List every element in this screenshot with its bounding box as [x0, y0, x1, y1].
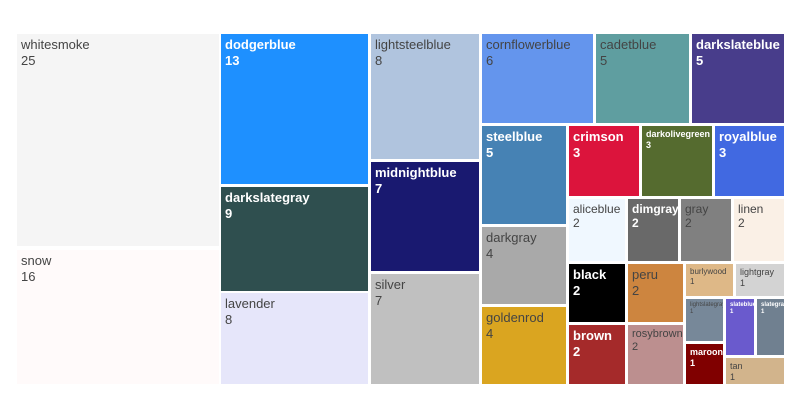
tile-label: whitesmoke	[21, 37, 90, 52]
tile-value: 1	[690, 357, 696, 368]
tile-label: maroon	[690, 347, 723, 357]
tile-label: dodgerblue	[225, 37, 296, 52]
tile-label: cadetblue	[600, 37, 657, 52]
tile-value: 4	[486, 245, 494, 261]
treemap-tile-darkolivegreen[interactable]: darkolivegreen 3	[642, 126, 712, 196]
tile-value: 3	[573, 144, 581, 160]
tile-label: burlywood	[690, 267, 727, 276]
tile-value: 1	[690, 309, 694, 316]
tile-label: royalblue	[719, 129, 777, 144]
treemap-tile-midnightblue[interactable]: midnightblue 7	[371, 162, 479, 271]
treemap-tile-darkslategray[interactable]: darkslategray 9	[221, 187, 368, 291]
tile-label: darkslategray	[225, 190, 310, 205]
tile-value: 7	[375, 292, 383, 308]
tile-value: 5	[600, 52, 608, 68]
tile-label: lightgray	[740, 267, 775, 277]
tile-value: 2	[573, 216, 580, 231]
tile-value: 1	[690, 276, 695, 286]
tile-value: 7	[375, 180, 383, 196]
tile-value: 2	[573, 282, 581, 298]
tile-value: 1	[730, 309, 734, 316]
tile-label: lavender	[225, 296, 275, 311]
treemap-tile-royalblue[interactable]: royalblue 3	[715, 126, 784, 196]
treemap-tile-gray[interactable]: gray 2	[681, 199, 731, 261]
treemap-tile-whitesmoke[interactable]: whitesmoke 25	[17, 34, 219, 246]
treemap-tile-lightgray[interactable]: lightgray 1	[736, 264, 784, 296]
tile-label: dimgray	[632, 202, 678, 216]
treemap-tile-black[interactable]: black 2	[569, 264, 625, 322]
tile-value: 6	[486, 52, 494, 68]
tile-label: darkolivegreen	[646, 129, 711, 139]
tile-label: slategray	[761, 302, 784, 308]
treemap-tile-silver[interactable]: silver 7	[371, 274, 479, 384]
tile-label: tan	[730, 361, 743, 371]
treemap-tile-goldenrod[interactable]: goldenrod 4	[482, 307, 566, 384]
treemap-tile-maroon[interactable]: maroon 1	[686, 344, 723, 384]
tile-value: 3	[719, 144, 727, 160]
treemap-tile-darkgray[interactable]: darkgray 4	[482, 227, 566, 304]
treemap-tile-linen[interactable]: linen 2	[734, 199, 784, 261]
tile-label: darkgray	[486, 230, 537, 245]
tile-value: 1	[740, 277, 746, 288]
treemap-tile-slateblue[interactable]: slateblue 1	[726, 299, 754, 355]
tile-value: 2	[632, 282, 640, 298]
tile-value: 9	[225, 205, 233, 221]
tile-value: 2	[685, 216, 692, 231]
tile-value: 2	[632, 341, 639, 354]
tile-label: midnightblue	[375, 165, 457, 180]
treemap-tile-brown[interactable]: brown 2	[569, 325, 625, 384]
treemap-tile-aliceblue[interactable]: aliceblue 2	[569, 199, 625, 261]
tile-value: 3	[646, 139, 652, 150]
tile-label: goldenrod	[486, 310, 544, 325]
tile-value: 4	[486, 325, 494, 341]
tile-value: 2	[632, 216, 639, 231]
tile-label: aliceblue	[573, 202, 621, 216]
tile-value: 5	[486, 144, 494, 160]
treemap-tile-lightslategray[interactable]: lightslategray 1	[686, 299, 723, 341]
tile-label: linen	[738, 202, 764, 216]
tile-value: 5	[696, 52, 704, 68]
treemap-tile-cornflowerblue[interactable]: cornflowerblue 6	[482, 34, 593, 123]
treemap-tile-crimson[interactable]: crimson 3	[569, 126, 639, 196]
treemap-tile-rosybrown[interactable]: rosybrown 2	[628, 325, 683, 384]
tile-value: 13	[225, 52, 240, 68]
tile-label: black	[573, 267, 607, 282]
tile-label: steelblue	[486, 129, 543, 144]
tile-value: 2	[738, 216, 745, 231]
tile-label: peru	[632, 267, 659, 282]
tile-value: 25	[21, 52, 36, 68]
treemap-tile-dimgray[interactable]: dimgray 2	[628, 199, 678, 261]
tile-label: gray	[685, 202, 709, 216]
treemap-tile-tan[interactable]: tan 1	[726, 358, 784, 384]
tile-value: 1	[730, 371, 736, 382]
treemap-tile-cadetblue[interactable]: cadetblue 5	[596, 34, 689, 123]
tile-label: snow	[21, 253, 52, 268]
tile-label: lightsteelblue	[375, 37, 451, 52]
treemap-tile-lightsteelblue[interactable]: lightsteelblue 8	[371, 34, 479, 159]
treemap-tile-burlywood[interactable]: burlywood 1	[686, 264, 733, 296]
tile-label: slateblue	[730, 302, 754, 308]
tile-value: 8	[225, 311, 233, 327]
treemap-tile-darkslateblue[interactable]: darkslateblue 5	[692, 34, 784, 123]
tile-value: 1	[761, 309, 765, 316]
tile-label: brown	[573, 328, 612, 343]
tile-label: darkslateblue	[696, 37, 780, 52]
treemap-tile-steelblue[interactable]: steelblue 5	[482, 126, 566, 224]
tile-label: crimson	[573, 129, 624, 144]
tile-label: silver	[375, 277, 406, 292]
tile-value: 8	[375, 52, 383, 68]
treemap-tile-snow[interactable]: snow 16	[17, 250, 219, 384]
tile-label: rosybrown	[632, 328, 683, 340]
tile-value: 16	[21, 268, 36, 284]
treemap-tile-dodgerblue[interactable]: dodgerblue 13	[221, 34, 368, 184]
tile-label: cornflowerblue	[486, 37, 571, 52]
treemap-tile-peru[interactable]: peru 2	[628, 264, 683, 322]
treemap-tile-lavender[interactable]: lavender 8	[221, 293, 368, 384]
tile-label: lightslategray	[690, 302, 723, 308]
tile-value: 2	[573, 343, 581, 359]
